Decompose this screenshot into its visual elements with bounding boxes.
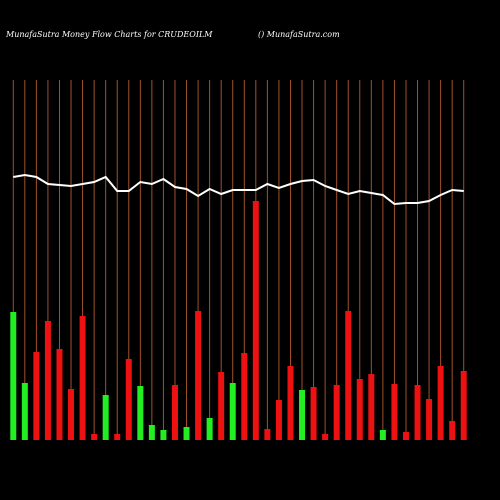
bar — [426, 399, 433, 440]
bar — [114, 434, 121, 440]
bar — [102, 395, 109, 440]
bar — [79, 316, 86, 440]
bar — [345, 311, 352, 440]
bar — [206, 418, 213, 440]
bar — [333, 385, 340, 440]
bar — [148, 425, 155, 440]
bar — [195, 311, 202, 440]
bar — [33, 352, 40, 440]
bar — [356, 379, 363, 440]
chart-subtitle: () MunafaSutra.com — [258, 30, 340, 39]
bar — [264, 429, 271, 440]
bar — [68, 389, 75, 440]
bar — [91, 434, 98, 440]
bar — [299, 390, 306, 440]
bar — [183, 427, 190, 440]
bar — [402, 432, 409, 440]
bar — [368, 374, 375, 440]
bar — [160, 430, 167, 440]
bar — [287, 366, 294, 440]
bar — [252, 201, 259, 440]
bar — [391, 384, 398, 440]
bar — [44, 321, 51, 440]
bar — [449, 421, 456, 440]
bar — [322, 434, 329, 440]
bar — [137, 386, 144, 440]
bar — [437, 366, 444, 440]
bar — [275, 400, 282, 440]
bar — [229, 383, 236, 440]
bar — [241, 353, 248, 440]
money-flow-line — [13, 173, 464, 206]
bar — [414, 385, 421, 440]
bar — [310, 387, 317, 440]
bar — [125, 359, 132, 440]
bar — [171, 385, 178, 440]
bar — [56, 349, 63, 440]
chart-title: MunafaSutra Money Flow Charts for CRUDEO… — [5, 30, 213, 39]
bar — [10, 312, 17, 440]
bar — [379, 430, 386, 440]
bar — [460, 371, 467, 440]
bar — [218, 372, 225, 440]
bar — [21, 383, 28, 440]
